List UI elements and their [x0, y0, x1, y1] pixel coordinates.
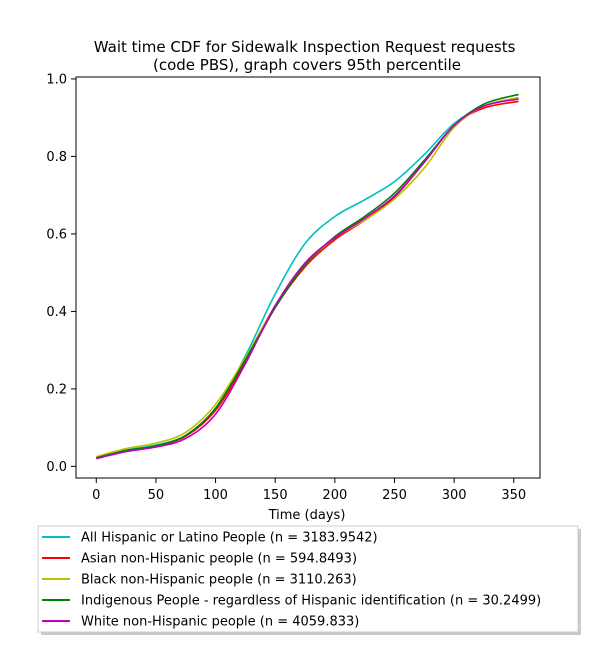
- legend-label-5: White non-Hispanic people (n = 4059.833): [81, 615, 359, 630]
- x-tick-label: 0: [92, 488, 100, 503]
- chart-title-line-1: Wait time CDF for Sidewalk Inspection Re…: [94, 38, 516, 56]
- x-axis-ticks: 0 50 100 150 200 250 300 350: [92, 478, 526, 503]
- legend-label-2: Asian non-Hispanic people (n = 594.8493): [81, 552, 357, 567]
- y-axis-ticks: 0.0 0.2 0.4 0.6 0.8 1.0: [46, 72, 76, 475]
- plot-area-frame: [75, 76, 541, 479]
- x-tick-label: 150: [263, 488, 288, 503]
- legend-label-3: Black non-Hispanic people (n = 3110.263): [81, 573, 357, 588]
- y-tick-label: 0.0: [46, 460, 67, 475]
- chart-title-line-2: (code PBS), graph covers 95th percentile: [153, 56, 461, 74]
- series-lines: [96, 93, 519, 460]
- legend-entries: All Hispanic or Latino People (n = 3183.…: [42, 531, 541, 630]
- x-tick-label: 250: [382, 488, 407, 503]
- chart-title: Wait time CDF for Sidewalk Inspection Re…: [94, 38, 520, 74]
- legend-label-1: All Hispanic or Latino People (n = 3183.…: [81, 531, 378, 546]
- x-tick-label: 50: [148, 488, 165, 503]
- y-tick-label: 0.6: [46, 227, 67, 242]
- x-tick-label: 100: [203, 488, 228, 503]
- y-tick-label: 0.4: [46, 305, 67, 320]
- x-axis-label: Time (days): [268, 508, 346, 523]
- series-line-5: [96, 98, 519, 460]
- legend-label-4: Indigenous People - regardless of Hispan…: [81, 594, 541, 609]
- y-tick-label: 0.2: [46, 382, 67, 397]
- y-tick-label: 1.0: [46, 72, 67, 87]
- x-tick-label: 300: [442, 488, 467, 503]
- x-tick-label: 200: [322, 488, 347, 503]
- x-tick-label: 350: [501, 488, 526, 503]
- y-tick-label: 0.8: [46, 150, 67, 165]
- legend: All Hispanic or Latino People (n = 3183.…: [37, 525, 581, 635]
- legend-box: [37, 525, 579, 633]
